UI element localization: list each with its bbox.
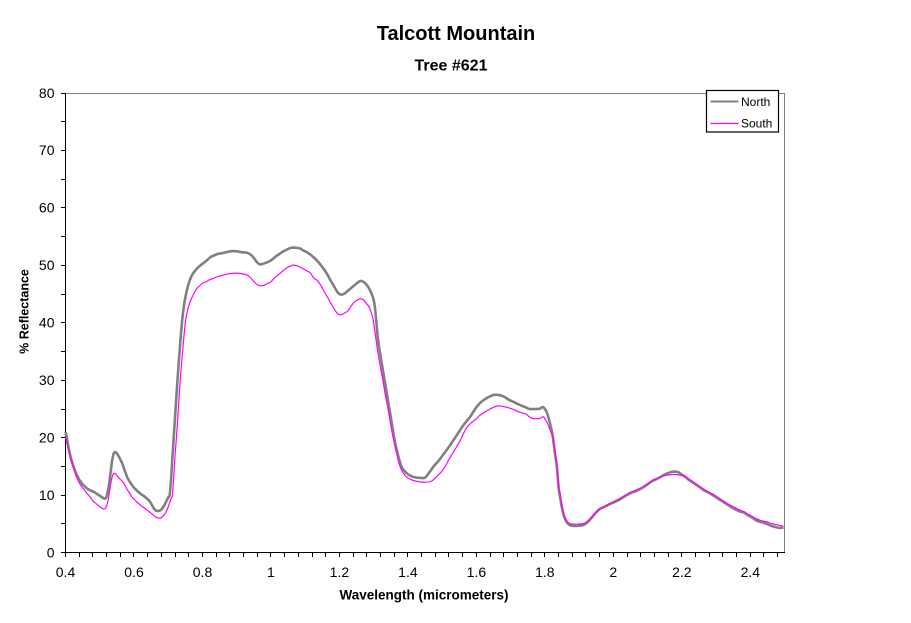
- svg-text:50: 50: [39, 257, 55, 273]
- svg-text:1.2: 1.2: [330, 564, 350, 580]
- svg-text:South: South: [741, 117, 772, 131]
- svg-text:1: 1: [267, 564, 275, 580]
- svg-text:80: 80: [39, 85, 55, 101]
- svg-text:North: North: [741, 95, 770, 109]
- svg-text:Wavelength (micrometers): Wavelength (micrometers): [339, 588, 508, 603]
- svg-text:0: 0: [47, 544, 55, 560]
- svg-text:Tree #621: Tree #621: [415, 58, 488, 75]
- svg-text:0.4: 0.4: [56, 564, 76, 580]
- svg-text:2.2: 2.2: [672, 564, 692, 580]
- svg-text:0.8: 0.8: [193, 564, 213, 580]
- svg-text:1.6: 1.6: [467, 564, 487, 580]
- svg-text:70: 70: [39, 142, 55, 158]
- svg-text:1.4: 1.4: [398, 564, 418, 580]
- svg-text:2: 2: [609, 564, 617, 580]
- svg-text:2.4: 2.4: [741, 564, 761, 580]
- svg-text:40: 40: [39, 315, 55, 331]
- svg-text:0.6: 0.6: [124, 564, 144, 580]
- svg-text:10: 10: [39, 487, 55, 503]
- svg-text:30: 30: [39, 372, 55, 388]
- svg-text:% Reflectance: % Reflectance: [17, 269, 31, 354]
- svg-text:60: 60: [39, 200, 55, 216]
- svg-text:1.8: 1.8: [535, 564, 555, 580]
- svg-text:20: 20: [39, 429, 55, 445]
- svg-text:Talcott Mountain: Talcott Mountain: [377, 23, 536, 45]
